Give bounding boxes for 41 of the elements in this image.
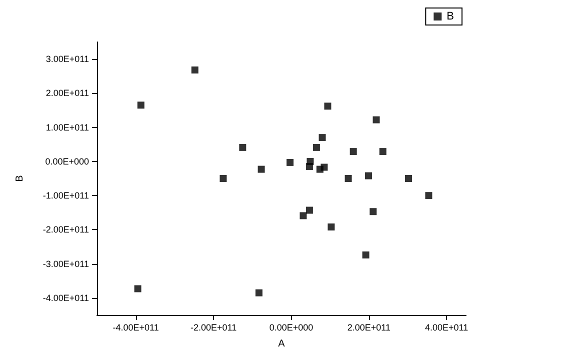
point bbox=[258, 166, 265, 173]
y-tick-label: -2.00E+011 bbox=[42, 224, 89, 235]
point bbox=[362, 251, 370, 258]
y-tick-label: -1.00E+011 bbox=[42, 190, 89, 201]
point bbox=[328, 223, 335, 230]
point bbox=[344, 175, 352, 182]
point bbox=[324, 102, 332, 110]
x-tick-label: 2.00E+011 bbox=[347, 322, 390, 332]
point bbox=[425, 192, 432, 200]
y-tick-label: 3.00E+011 bbox=[46, 54, 89, 64]
x-tick-label: 4.00E+011 bbox=[425, 322, 468, 332]
point bbox=[191, 66, 198, 74]
point bbox=[255, 289, 262, 296]
point bbox=[370, 208, 377, 216]
x-tick-label: -4.00E+011 bbox=[112, 322, 159, 332]
y-tick-label: 0.00E+000 bbox=[45, 156, 89, 166]
y-tick-label: 1.00E+011 bbox=[46, 122, 89, 132]
point bbox=[134, 285, 142, 292]
point bbox=[365, 172, 372, 180]
point bbox=[379, 148, 386, 156]
point bbox=[350, 148, 357, 156]
x-tick-label: 0.00E+000 bbox=[269, 322, 314, 332]
point bbox=[318, 134, 326, 142]
point bbox=[312, 144, 320, 151]
y-tick-label: -4.00E+011 bbox=[42, 292, 89, 303]
point bbox=[300, 212, 307, 220]
y-tick-label: 2.00E+011 bbox=[46, 88, 89, 98]
point bbox=[306, 163, 313, 170]
x-tick-label: -2.00E+011 bbox=[190, 322, 237, 332]
point bbox=[405, 175, 412, 182]
point bbox=[220, 175, 227, 182]
legend-label: B bbox=[446, 10, 454, 22]
point bbox=[137, 102, 144, 109]
point bbox=[239, 144, 246, 151]
point bbox=[306, 206, 313, 214]
point bbox=[316, 166, 324, 173]
y-tick-label: -3.00E+011 bbox=[42, 258, 89, 269]
x-axis-title: A bbox=[278, 338, 286, 350]
point bbox=[286, 158, 294, 166]
y-axis-title: B bbox=[14, 174, 26, 182]
point bbox=[372, 116, 380, 124]
